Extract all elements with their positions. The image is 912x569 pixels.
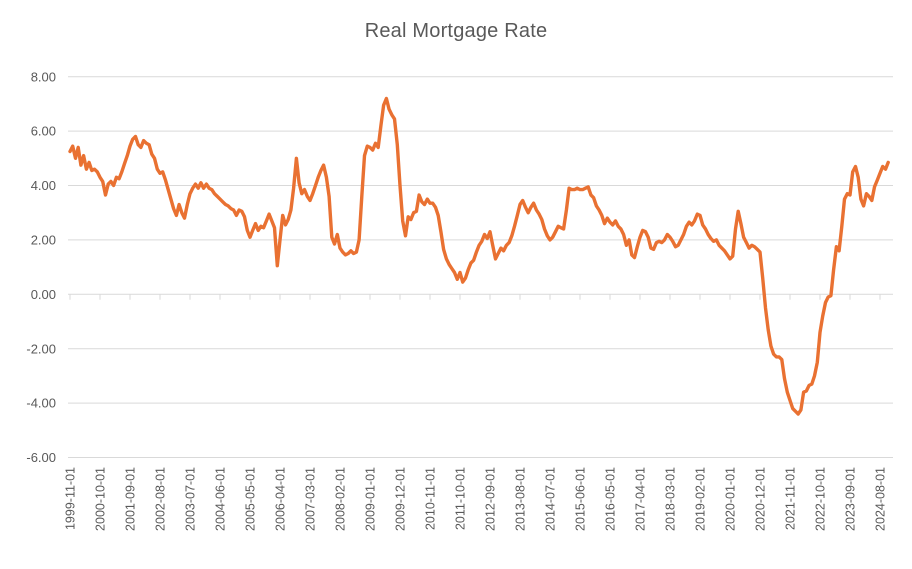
y-axis-label: -4.00 (26, 396, 56, 411)
x-axis-label: 2013-08-01 (513, 467, 527, 531)
x-axis-ticks (69, 294, 881, 300)
x-axis-label: 2019-02-01 (693, 467, 707, 531)
x-axis-label: 2002-08-01 (153, 467, 167, 531)
x-axis-label: 2018-03-01 (663, 467, 677, 531)
x-axis-label: 2009-01-01 (363, 467, 377, 531)
y-axis-label: 8.00 (31, 69, 56, 84)
y-axis-label: 0.00 (31, 287, 56, 302)
x-axis-label: 2012-09-01 (483, 467, 497, 531)
x-axis-label: 2020-12-01 (753, 467, 767, 531)
gridlines (68, 76, 893, 458)
series (68, 96, 890, 416)
x-axis-label: 1999-11-01 (63, 467, 77, 530)
x-axis-label: 2009-12-01 (393, 467, 407, 531)
x-axis-label: 2017-04-01 (633, 467, 647, 531)
series-line (68, 96, 890, 416)
x-axis-label: 2005-05-01 (243, 467, 257, 531)
x-axis-label: 2007-03-01 (303, 467, 317, 531)
y-axis-label: -2.00 (26, 341, 56, 356)
y-axis-label: -6.00 (26, 450, 56, 465)
x-axis-label: 2022-10-01 (813, 467, 827, 531)
x-axis-label: 2008-02-01 (333, 467, 347, 531)
x-axis-label: 2020-01-01 (723, 467, 737, 531)
x-axis-label: 2004-06-01 (213, 467, 227, 531)
x-axis-label: 2021-11-01 (783, 467, 797, 530)
x-axis-label: 2010-11-01 (423, 467, 437, 530)
x-axis-labels: 1999-11-01 2000-10-01 2001-09-01 2002-08-01… (63, 467, 887, 531)
y-axis-label: 6.00 (31, 124, 56, 139)
y-axis-label: 4.00 (31, 178, 56, 193)
x-axis-label: 2016-05-01 (603, 467, 617, 531)
chart-title: Real Mortgage Rate (364, 20, 548, 42)
x-axis-label: 2000-10-01 (93, 467, 107, 531)
x-axis-label: 2003-07-01 (183, 467, 197, 531)
y-axis-label: 2.00 (31, 232, 56, 247)
x-axis-label: 2011-10-01 (453, 467, 467, 530)
x-axis-label: 2015-06-01 (573, 467, 587, 531)
x-axis-label: 2014-07-01 (543, 467, 557, 531)
x-axis-label: 2023-09-01 (843, 467, 857, 531)
y-axis-labels: 8.00 6.00 4.00 2.00 0.00 -2.00 -4.00 -6.00 (26, 69, 56, 465)
x-axis-label: 2006-04-01 (273, 467, 287, 531)
x-axis-label: 2024-08-01 (873, 467, 887, 531)
x-axis-label: 2001-09-01 (123, 467, 137, 531)
